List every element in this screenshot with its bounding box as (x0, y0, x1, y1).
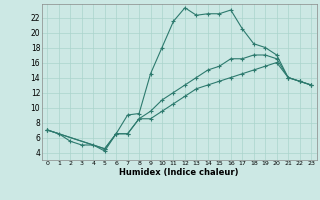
X-axis label: Humidex (Indice chaleur): Humidex (Indice chaleur) (119, 168, 239, 177)
